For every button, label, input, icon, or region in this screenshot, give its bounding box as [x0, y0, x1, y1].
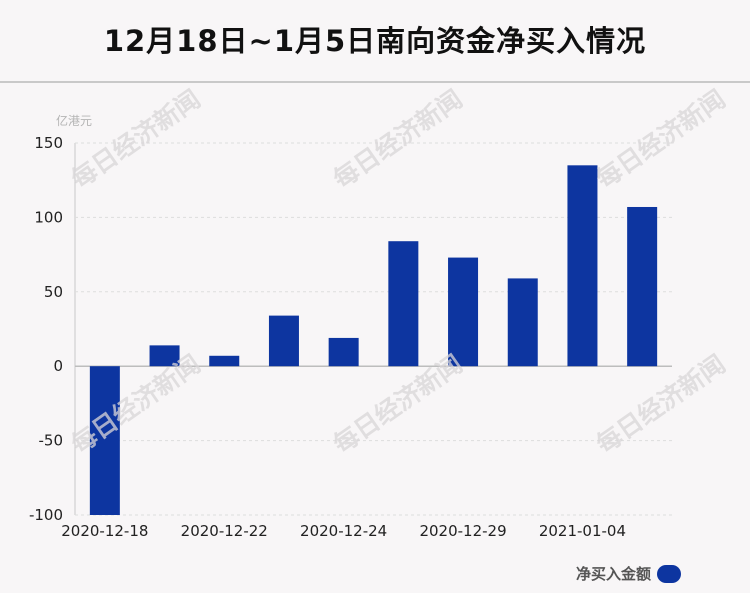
legend-label: 净买入金额	[576, 565, 652, 583]
y-tick-label: 0	[53, 357, 63, 375]
bar	[89, 366, 120, 515]
chart-title: 12月18日~1月5日南向资金净买入情况	[103, 24, 647, 58]
x-tick-label: 2020-12-22	[181, 522, 268, 540]
legend: 净买入金额	[576, 563, 682, 584]
y-unit-label: 亿港元	[56, 113, 92, 128]
y-tick-label: -100	[29, 506, 63, 524]
y-tick-label: -50	[39, 432, 64, 450]
bar	[388, 241, 419, 367]
y-tick-label: 100	[34, 208, 63, 226]
bar	[209, 355, 240, 367]
title-divider	[0, 81, 750, 83]
x-tick-label: 2020-12-24	[300, 522, 387, 540]
bar	[328, 337, 359, 367]
y-tick-label: 150	[34, 134, 63, 152]
y-tick-label: 50	[44, 283, 63, 301]
bar	[149, 345, 180, 367]
legend-swatch	[657, 564, 682, 583]
x-tick-label: 2020-12-18	[61, 522, 148, 540]
x-tick-label: 2021-01-04	[539, 522, 626, 540]
bar	[268, 315, 299, 367]
bar	[567, 165, 598, 367]
bar	[448, 257, 479, 367]
bar	[507, 278, 538, 367]
x-tick-label: 2020-12-29	[419, 522, 506, 540]
bar	[627, 206, 658, 367]
